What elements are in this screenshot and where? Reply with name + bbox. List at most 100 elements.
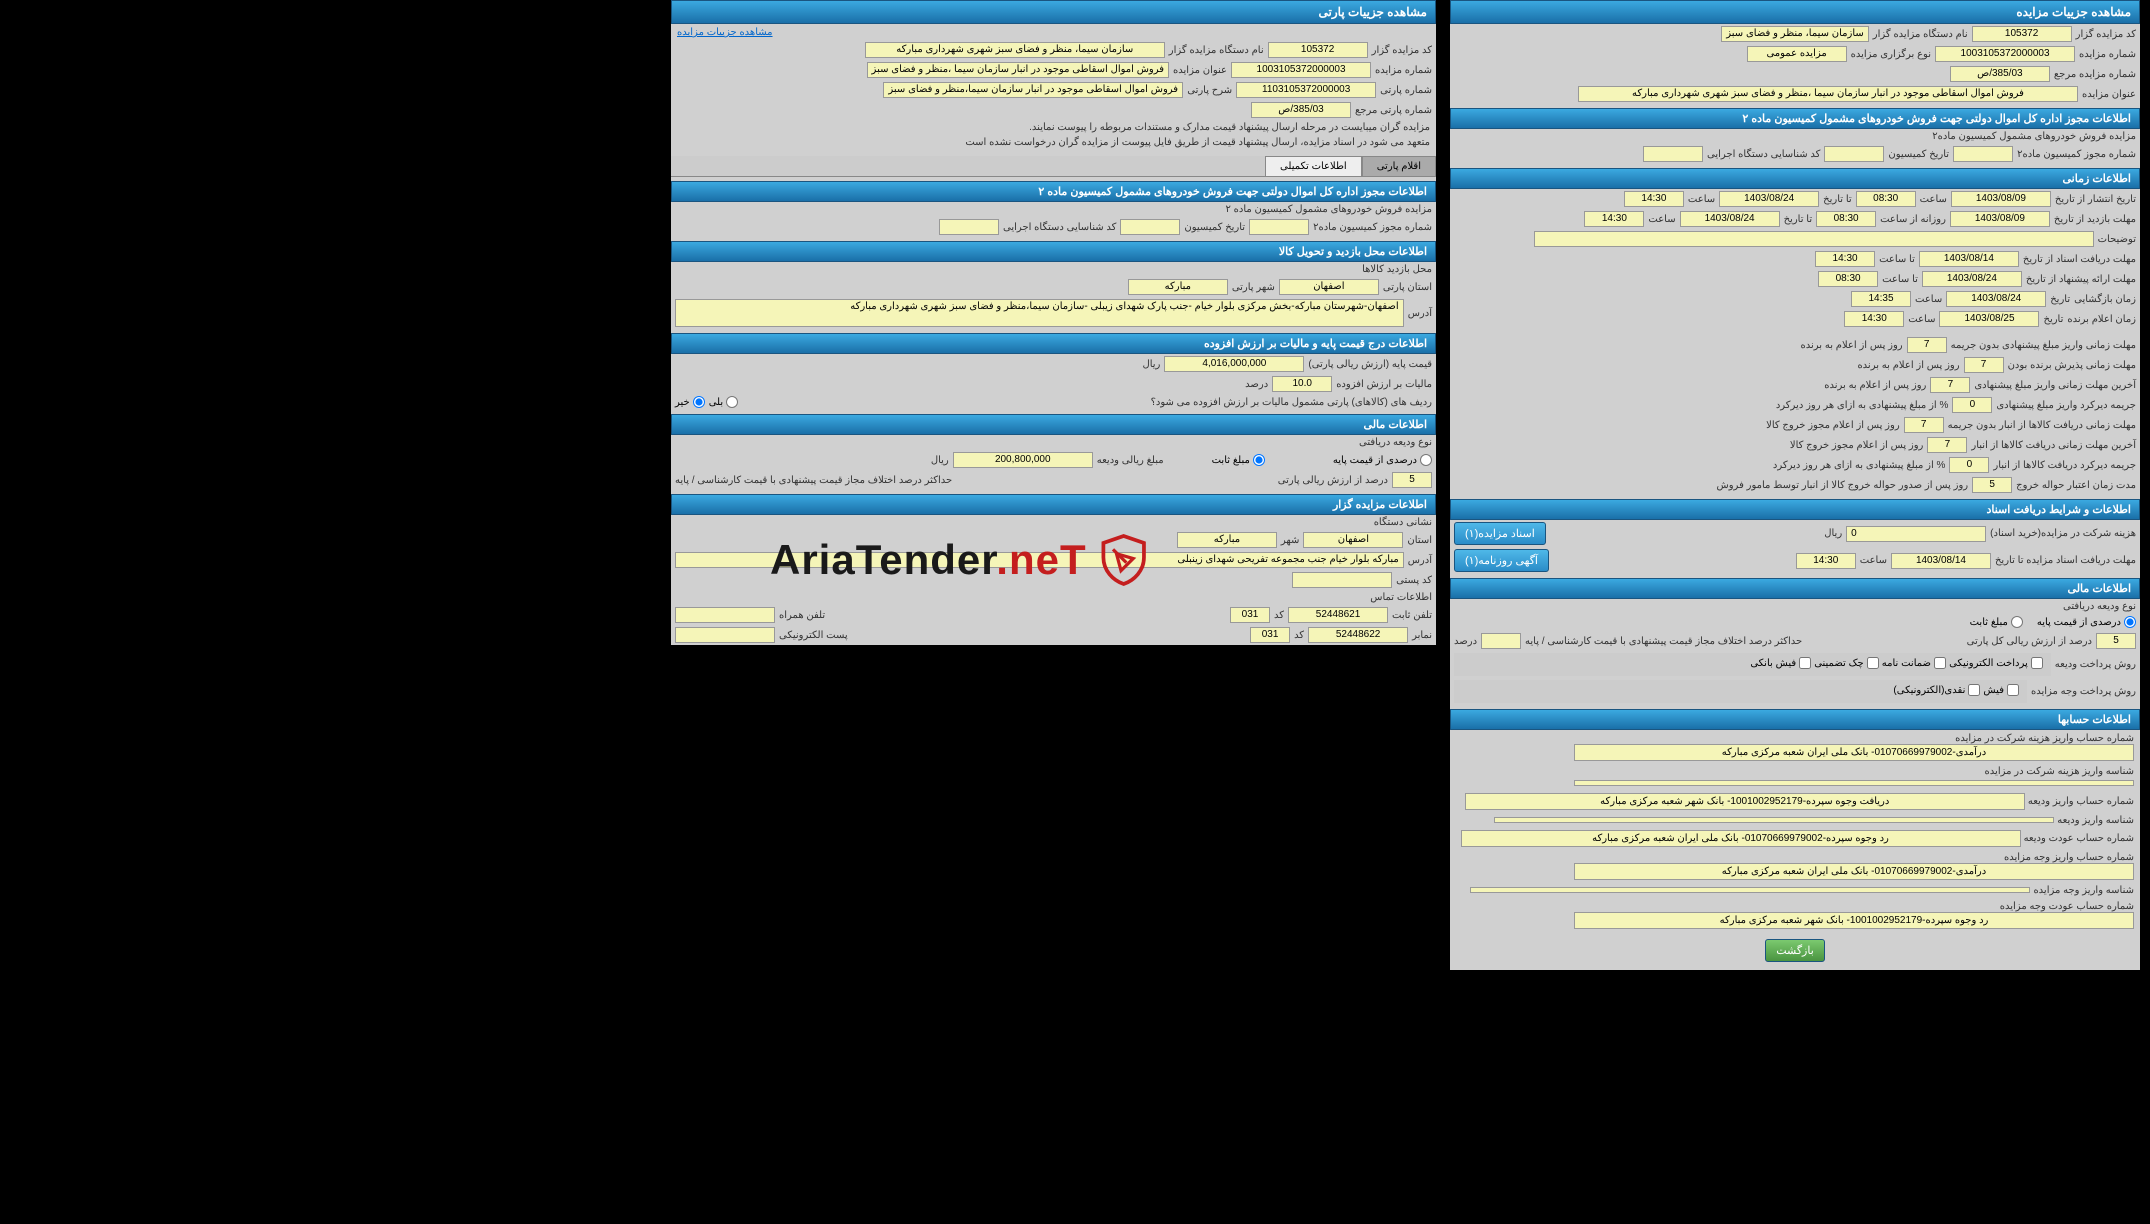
label: تا ساعت	[1879, 254, 1915, 265]
radio-fixed[interactable]: مبلغ ثابت	[1970, 616, 2023, 628]
address-field: اصفهان-شهرستان مبارکه-بخش مرکزی بلوار خی…	[675, 299, 1404, 327]
label: مهلت دریافت اسناد از تاریخ	[2023, 254, 2136, 265]
label: روز پس از اعلام به برنده	[1800, 340, 1902, 351]
vat-field: 10.0	[1272, 376, 1332, 392]
label: جریمه دیرکرد دریافت کالاها از انبار	[1993, 460, 2136, 471]
label: روز پس از اعلام به برنده	[1857, 360, 1959, 371]
docs-button[interactable]: اسناد مزایده(۱)	[1454, 522, 1546, 545]
section-header: اطلاعات مالی	[1450, 578, 2140, 599]
field: 105372	[1268, 42, 1368, 58]
field	[1120, 219, 1180, 235]
time-field: 14:30	[1796, 553, 1856, 569]
chk-check[interactable]: چک تضمینی	[1814, 657, 1879, 669]
auction-details-panel: مشاهده جزییات مزایده کد مزایده گزار 1053…	[1450, 0, 2140, 970]
date-field: 1403/08/09	[1951, 191, 2051, 207]
field: 7	[1927, 437, 1967, 453]
account-field: درآمدی-01070669979002- بانک ملی ایران شع…	[1574, 744, 2134, 761]
phone-field: 52448621	[1288, 607, 1388, 623]
label: شماره حساب واریز وجه مزایده	[2004, 852, 2134, 863]
label: ردیف های (کالاهای) پارتی مشمول مالیات بر…	[1151, 397, 1432, 408]
field	[1643, 146, 1703, 162]
email-field	[675, 627, 775, 643]
label: درصد از ارزش ریالی کل پارتی	[1967, 636, 2092, 647]
label: ساعت	[1648, 214, 1675, 225]
label: شماره مزایده مرجع	[2054, 69, 2136, 80]
label: شماره پارتی	[1380, 85, 1432, 96]
label: شهر	[1281, 535, 1300, 546]
chk-guarantee[interactable]: ضمانت نامه	[1882, 657, 1946, 669]
radio-no[interactable]: خیر	[675, 396, 705, 408]
chk-slip[interactable]: فیش	[1983, 684, 2019, 696]
field: فروش اموال اسقاطی موجود در انبار سازمان …	[867, 62, 1169, 78]
note-text: متعهد می شود در اسناد مزایده، ارسال پیشن…	[671, 135, 1436, 150]
auction-title: فروش اموال اسقاطی موجود در انبار سازمان …	[1578, 86, 2078, 102]
account-field: درآمدی-01070669979002- بانک ملی ایران شع…	[1574, 863, 2134, 880]
city-field: مبارکه	[1177, 532, 1277, 548]
newspaper-button[interactable]: آگهی روزنامه(۱)	[1454, 549, 1549, 572]
time-field: 08:30	[1818, 271, 1878, 287]
label: کد مزایده گزار	[2076, 29, 2136, 40]
label: نوع ودیعه دریافتی	[2063, 601, 2136, 612]
field: 1003105372000003	[1231, 62, 1371, 78]
label: پست الکترونیکی	[779, 630, 848, 641]
label: شماره مزایده	[1375, 65, 1432, 76]
mobile-field	[675, 607, 775, 623]
section-header: اطلاعات حسابها	[1450, 709, 2140, 730]
label: عنوان مزایده	[1173, 65, 1227, 76]
time-field: 14:30	[1815, 251, 1875, 267]
field: 7	[1907, 337, 1947, 353]
radio-percent[interactable]: درصدی از قیمت پایه	[2037, 616, 2136, 628]
label: شماره مزایده	[2079, 49, 2136, 60]
account-field: رد وجوه سپرده-1001002952179- بانک شهر شع…	[1574, 912, 2134, 929]
label: استان پارتی	[1383, 282, 1432, 293]
label: شرح پارتی	[1187, 85, 1232, 96]
label: زمان اعلام برنده	[2067, 314, 2136, 325]
label: شماره حساب عودت ودیعه	[2024, 833, 2134, 844]
label: روش پرداخت وجه مزایده	[2031, 686, 2136, 697]
time-field: 14:35	[1851, 291, 1911, 307]
label: جریمه دیرکرد واریز مبلغ پیشنهادی	[1996, 400, 2136, 411]
tab-items[interactable]: اقلام پارتی	[1362, 156, 1436, 176]
label: روز پس از اعلام به برنده	[1824, 380, 1926, 391]
label: نام دستگاه مزایده گزار	[1873, 29, 1968, 40]
label: تا تاریخ	[1823, 194, 1852, 205]
field: 1103105372000003	[1236, 82, 1376, 98]
label: مهلت زمانی دریافت کالاها از انبار بدون ج…	[1948, 420, 2136, 431]
label: حداکثر درصد اختلاف مجاز قیمت پیشنهادی با…	[1525, 636, 1802, 647]
watermark-logo: AriaTender.neT	[770, 500, 1150, 620]
label: % از مبلغ پیشنهادی به ازای هر روز دیرکرد	[1776, 400, 1949, 411]
label: نشانی دستگاه	[1374, 517, 1432, 528]
date-field: 1403/08/24	[1946, 291, 2046, 307]
label: تا تاریخ	[1784, 214, 1813, 225]
auction-type: مزایده عمومی	[1747, 46, 1847, 62]
section-header: اطلاعات درج قیمت پایه و مالیات بر ارزش ا…	[671, 333, 1436, 354]
radio-percent[interactable]: درصدی از قیمت پایه	[1333, 454, 1432, 466]
org-name: سازمان سیما، منظر و فضای سبز	[1721, 26, 1869, 42]
label: روز پس از اعلام مجوز خروج کالا	[1790, 440, 1924, 451]
label: تا ساعت	[1882, 274, 1918, 285]
back-button[interactable]: بازگشت	[1765, 939, 1825, 962]
tab-bar: اقلام پارتی اطلاعات تکمیلی	[671, 156, 1436, 177]
field	[1824, 146, 1884, 162]
label: کد شناسایی دستگاه اجرایی	[1707, 149, 1820, 160]
label: روش پرداخت ودیعه	[2055, 659, 2136, 670]
label: مهلت زمانی پذیرش برنده بودن	[2008, 360, 2136, 371]
chk-receipt[interactable]: فیش بانکی	[1750, 657, 1811, 669]
label: ریال	[1824, 528, 1842, 539]
time-field: 08:30	[1856, 191, 1916, 207]
radio-fixed[interactable]: مبلغ ثابت	[1212, 454, 1265, 466]
section-header: اطلاعات زمانی	[1450, 168, 2140, 189]
chk-cash[interactable]: نقدی(الکترونیکی)	[1893, 684, 1980, 696]
label: شماره پارتی مرجع	[1355, 105, 1432, 116]
label: شماره حساب واریز ودیعه	[2028, 796, 2134, 807]
view-auction-link[interactable]: مشاهده جزییات مزایده	[677, 27, 773, 38]
label: ساعت	[1915, 294, 1942, 305]
label: آدرس	[1408, 308, 1432, 319]
tab-extra[interactable]: اطلاعات تکمیلی	[1265, 156, 1362, 176]
label: ساعت	[1688, 194, 1715, 205]
field: 7	[1904, 417, 1944, 433]
radio-yes[interactable]: بلی	[709, 396, 738, 408]
label: قیمت پایه (ارزش ریالی پارتی)	[1308, 359, 1432, 370]
field: 5	[1972, 477, 2012, 493]
chk-electronic[interactable]: پرداخت الکترونیکی	[1949, 657, 2043, 669]
